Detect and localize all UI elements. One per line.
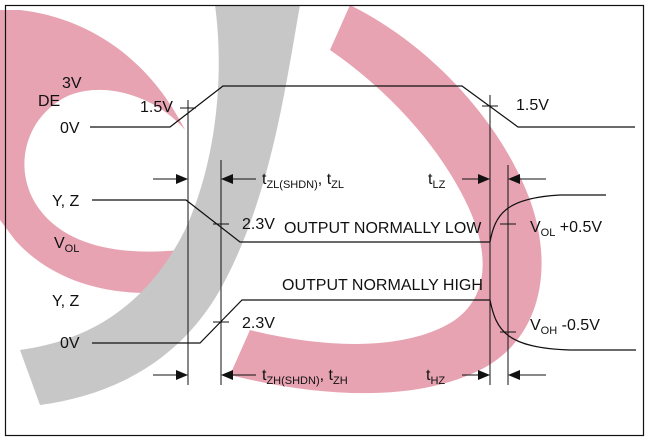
yz-high-float-label: VOH -0.5V [530, 317, 600, 337]
arrow-right-icon [176, 174, 188, 184]
yz-low-float-curve [489, 194, 606, 243]
yz-high-bottom-label: 0V [60, 335, 80, 352]
timing-arrows-top [153, 174, 546, 184]
de-threshold-label-left: 1.5V [140, 99, 173, 116]
tzh-timing-label: tZH(SHDN), tZH [262, 367, 348, 387]
de-waveform [90, 85, 635, 128]
arrow-left-icon [508, 370, 520, 380]
yz-low-signal-label: Y, Z [52, 193, 80, 210]
arrow-left-icon [221, 174, 233, 184]
de-threshold-label-right: 1.5V [516, 97, 549, 114]
watermark-red-shape-left [0, 10, 185, 293]
yz-low-bottom-label: VOL [54, 235, 79, 255]
yz-low-waveform [92, 199, 490, 243]
de-high-level-label: 3V [62, 75, 82, 92]
watermark-red-shape-right [230, 5, 542, 394]
tlz-timing-label: tLZ [428, 171, 446, 191]
yz-low-threshold-label: 2.3V [242, 216, 275, 233]
yz-low-state-label: OUTPUT NORMALLY LOW [284, 220, 482, 237]
de-low-level-label: 0V [60, 120, 80, 137]
arrow-left-icon [508, 174, 520, 184]
yz-high-signal-label: Y, Z [52, 293, 80, 310]
watermark-logo [0, 5, 542, 405]
arrow-right-icon [478, 370, 490, 380]
de-signal-label: DE [38, 93, 60, 110]
yz-high-threshold-label: 2.3V [242, 315, 275, 332]
arrow-left-icon [221, 370, 233, 380]
arrow-right-icon [176, 370, 188, 380]
watermark-gray-shape [20, 5, 300, 405]
tzl-timing-label: tZL(SHDN), tZL [262, 171, 344, 191]
diagram-border [4, 4, 645, 437]
arrow-right-icon [478, 174, 490, 184]
timing-arrows-bottom [153, 370, 546, 380]
yz-low-float-label: VOL +0.5V [530, 219, 602, 239]
thz-timing-label: tHZ [426, 367, 445, 387]
yz-high-float-curve [489, 299, 636, 351]
yz-high-state-label: OUTPUT NORMALLY HIGH [282, 277, 483, 294]
